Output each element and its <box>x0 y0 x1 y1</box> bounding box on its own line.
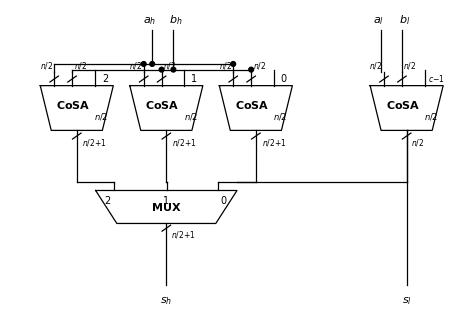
Circle shape <box>171 67 176 72</box>
Text: $c{-}1$: $c{-}1$ <box>428 73 445 84</box>
Text: $n/2$: $n/2$ <box>273 111 288 122</box>
Circle shape <box>141 62 146 66</box>
Text: $n/2$: $n/2$ <box>129 60 142 71</box>
Text: $n/2$: $n/2$ <box>73 60 87 71</box>
Text: $\bf{MUX}$: $\bf{MUX}$ <box>151 201 182 213</box>
Text: $n/2$: $n/2$ <box>163 60 176 71</box>
Text: $n/2{+}1$: $n/2{+}1$ <box>82 137 107 148</box>
Text: 1: 1 <box>191 74 197 84</box>
Text: $n/2$: $n/2$ <box>40 60 53 71</box>
Text: $n/2$: $n/2$ <box>219 60 232 71</box>
Text: $\bf{CoSA}$: $\bf{CoSA}$ <box>56 99 90 111</box>
Text: $n/2$: $n/2$ <box>94 111 109 122</box>
Text: $n/2{+}1$: $n/2{+}1$ <box>172 137 196 148</box>
Text: $n/2$: $n/2$ <box>183 111 198 122</box>
Text: $n/2$: $n/2$ <box>424 111 438 122</box>
Text: $n/2$: $n/2$ <box>253 60 266 71</box>
Text: 0: 0 <box>281 74 287 84</box>
Text: 0: 0 <box>221 196 227 206</box>
Circle shape <box>150 62 155 66</box>
Text: $n/2{+}1$: $n/2{+}1$ <box>171 229 195 240</box>
Text: $s_l$: $s_l$ <box>401 295 411 307</box>
Text: $\bf{CoSA}$: $\bf{CoSA}$ <box>146 99 180 111</box>
Text: $b_l$: $b_l$ <box>399 13 410 27</box>
Text: $\bf{CoSA}$: $\bf{CoSA}$ <box>386 99 420 111</box>
Text: 1: 1 <box>163 196 169 206</box>
Circle shape <box>159 67 164 72</box>
Circle shape <box>231 62 236 66</box>
Text: $n/2$: $n/2$ <box>403 60 417 71</box>
Text: 2: 2 <box>104 196 110 206</box>
Text: $a_h$: $a_h$ <box>143 15 156 27</box>
Text: $\bf{CoSA}$: $\bf{CoSA}$ <box>235 99 269 111</box>
Text: $n/2$: $n/2$ <box>411 137 425 148</box>
Text: $b_h$: $b_h$ <box>169 13 182 27</box>
Text: $n/2$: $n/2$ <box>369 60 383 71</box>
Circle shape <box>249 67 254 72</box>
Text: $n/2{+}1$: $n/2{+}1$ <box>262 137 286 148</box>
Text: $s_h$: $s_h$ <box>160 295 173 307</box>
Text: $a_l$: $a_l$ <box>373 15 384 27</box>
Text: 2: 2 <box>102 74 108 84</box>
